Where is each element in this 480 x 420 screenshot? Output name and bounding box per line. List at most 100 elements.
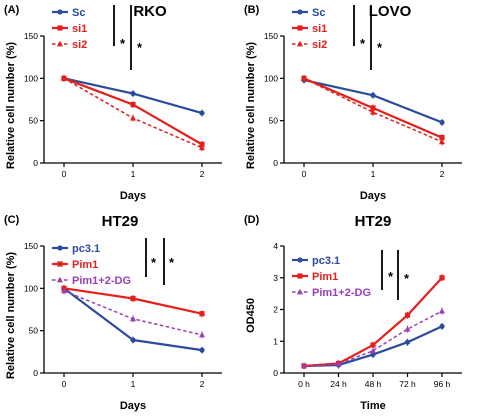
x-tick-label: 96 h	[434, 379, 451, 389]
data-point	[199, 347, 205, 353]
x-tick-label: 1	[131, 379, 136, 389]
y-axis-label: OD450	[245, 298, 257, 333]
legend-marker	[297, 288, 303, 295]
legend-label: Pim1	[312, 271, 338, 283]
legend-marker	[57, 9, 63, 15]
y-tick-label: 50	[29, 326, 39, 336]
legend-marker	[297, 40, 303, 47]
y-axis-label: Relative cell number (%)	[245, 42, 257, 169]
y-tick-label: 150	[264, 31, 278, 41]
data-point	[404, 312, 411, 318]
panel-label: (C)	[4, 214, 20, 226]
y-tick-label: 100	[24, 73, 38, 83]
x-tick-label: 24 h	[330, 379, 347, 389]
x-axis-label: Days	[360, 190, 386, 202]
data-point	[301, 362, 307, 369]
data-point	[439, 307, 445, 314]
chart-panel: (B) LOVO 0 50 100 150 0 1 2 Days Relative cell num…	[244, 3, 462, 202]
data-point	[130, 114, 136, 121]
data-point	[439, 323, 445, 329]
data-point	[370, 105, 376, 111]
data-point	[130, 295, 136, 302]
legend-label: Pim1+2-DG	[72, 275, 131, 287]
data-point	[199, 311, 205, 317]
chart-title: LOVO	[369, 3, 412, 20]
significance-mark: *	[377, 40, 383, 55]
data-point	[439, 119, 445, 125]
x-axis-label: Days	[120, 400, 146, 412]
data-point	[130, 337, 136, 343]
y-axis-label: Relative cell number (%)	[5, 252, 17, 379]
significance-mark: *	[120, 36, 126, 51]
data-point	[439, 275, 445, 281]
data-point	[199, 110, 205, 116]
legend-marker	[57, 40, 63, 47]
x-tick-label: 1	[371, 169, 376, 179]
data-point	[370, 342, 376, 348]
data-point	[199, 331, 205, 338]
chart-title: HT29	[102, 213, 139, 230]
x-tick-label: 48 h	[365, 379, 382, 389]
legend-label: Sc	[312, 7, 325, 19]
panel-label: (A)	[4, 4, 20, 16]
data-point	[370, 109, 376, 115]
y-tick-label: 50	[269, 116, 279, 126]
x-axis-label: Days	[120, 190, 146, 202]
y-tick-label: 150	[24, 31, 38, 41]
data-point	[199, 144, 205, 151]
series-1	[61, 284, 205, 318]
y-tick-label: 100	[264, 73, 278, 83]
data-point	[439, 138, 445, 145]
chart-panel: (C) HT29 0 50 100 150 0 1 2 Days Relative cell num…	[4, 213, 222, 412]
series-2	[301, 307, 445, 370]
x-tick-label: 0	[62, 379, 67, 389]
series-2	[301, 74, 445, 146]
significance-mark: *	[388, 269, 394, 284]
series-2	[61, 74, 205, 152]
data-point	[61, 75, 67, 81]
significance-mark: *	[169, 255, 175, 270]
legend-label: si1	[72, 23, 87, 35]
y-tick-label: 3	[273, 273, 278, 283]
series-line	[303, 77, 443, 143]
x-axis-label: Time	[360, 400, 385, 412]
data-point	[130, 101, 136, 108]
legend-marker	[297, 25, 303, 31]
series-line	[63, 77, 203, 146]
data-point	[130, 90, 136, 97]
series-1	[61, 74, 205, 148]
chart-panel: (A) RKO 0 50 100 150 0 1 2 Days Relative cell numb…	[4, 3, 222, 202]
legend-label: Sc	[72, 7, 85, 19]
x-tick-label: 2	[200, 169, 205, 179]
y-tick-label: 0	[33, 158, 38, 168]
legend-marker	[297, 257, 303, 263]
legend-marker	[297, 9, 303, 15]
significance-mark: *	[360, 36, 366, 51]
data-point	[370, 92, 376, 98]
x-tick-label: 2	[200, 379, 205, 389]
legend-marker	[297, 273, 303, 279]
y-tick-label: 2	[273, 305, 278, 315]
legend-label: Pim1	[72, 259, 98, 271]
legend-label: si2	[72, 39, 87, 51]
y-tick-label: 0	[273, 368, 278, 378]
data-point	[61, 287, 67, 294]
y-tick-label: 50	[29, 116, 39, 126]
legend-label: pc3.1	[312, 255, 340, 267]
y-tick-label: 1	[273, 336, 278, 346]
data-point	[335, 360, 342, 367]
legend-label: si2	[312, 39, 327, 51]
y-tick-label: 150	[24, 241, 38, 251]
series-line	[63, 77, 203, 149]
x-tick-label: 72 h	[399, 379, 416, 389]
legend-label: si1	[312, 23, 327, 35]
legend-marker	[57, 276, 63, 283]
chart-title: RKO	[133, 3, 167, 20]
data-point	[301, 75, 307, 81]
legend-label: pc3.1	[72, 243, 100, 255]
legend-label: Pim1+2-DG	[312, 287, 371, 299]
legend-marker	[57, 25, 63, 31]
chart-title: HT29	[355, 213, 392, 230]
